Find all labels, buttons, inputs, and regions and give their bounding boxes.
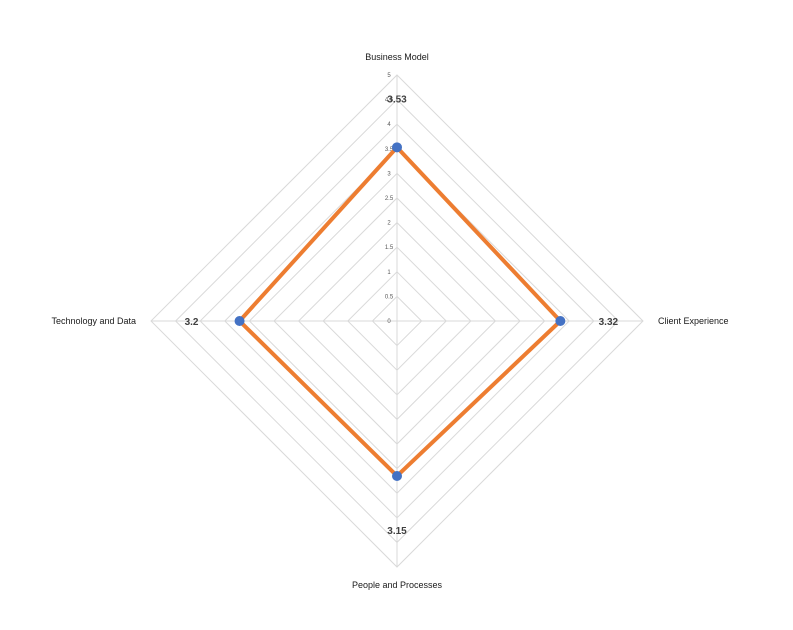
axis-label: Business Model <box>365 52 429 62</box>
data-label: 3.2 <box>185 317 199 328</box>
data-label: 3.15 <box>387 526 407 537</box>
tick-label: 4.5 <box>385 98 394 104</box>
tick-label: 0 <box>387 319 391 325</box>
data-label: 3.53 <box>387 94 407 105</box>
tick-label: 2.5 <box>385 196 394 202</box>
data-point <box>392 470 402 481</box>
tick-label: 1 <box>387 270 391 276</box>
tick-label: 3.5 <box>385 147 394 153</box>
tick-labels: 0 0.5 1 1.5 2 2.5 3 3.5 4 4.5 5 <box>385 73 394 325</box>
grid-layer <box>150 74 644 568</box>
data-point <box>392 142 402 153</box>
axis-label: People and Processes <box>352 580 443 590</box>
axis-label: Client Experience <box>658 316 729 326</box>
axis-label: Technology and Data <box>51 316 136 326</box>
data-label: 3.32 <box>599 317 619 328</box>
tick-label: 1.5 <box>385 245 394 251</box>
data-point <box>234 316 245 326</box>
series-layer <box>234 142 566 481</box>
tick-label: 2 <box>387 221 391 227</box>
tick-label: 0.5 <box>385 294 394 300</box>
tick-label: 5 <box>387 73 391 79</box>
tick-label: 4 <box>387 122 391 128</box>
data-point <box>555 316 566 326</box>
tick-label: 3 <box>387 171 391 177</box>
